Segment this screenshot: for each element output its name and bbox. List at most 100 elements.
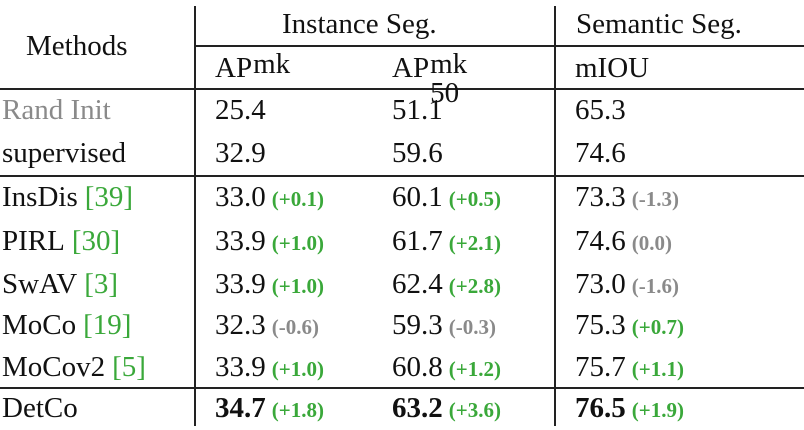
- subscript: 50: [430, 77, 460, 109]
- citation: [30]: [71, 225, 121, 257]
- method-name: MoCo [19]: [2, 311, 131, 340]
- cell: 25.4: [215, 96, 266, 125]
- cell: 59.6: [392, 139, 443, 168]
- delta: (+1.2): [448, 357, 501, 381]
- cell: 62.4 (+2.8): [392, 270, 501, 299]
- value: 33.9: [215, 268, 266, 300]
- script-stack: mk 50: [430, 50, 467, 108]
- citation: [19]: [83, 309, 132, 341]
- cell: 61.7 (+2.1): [392, 227, 501, 256]
- delta: (+1.0): [271, 357, 324, 381]
- value: 32.3: [215, 309, 266, 341]
- value: 33.9: [215, 351, 266, 383]
- method-name: MoCov2 [5]: [2, 353, 146, 382]
- cell: 51.1: [392, 96, 443, 125]
- cell: 74.6: [575, 139, 626, 168]
- column-rule: [194, 6, 196, 426]
- method-name: SwAV [3]: [2, 270, 118, 299]
- value: 51.1: [392, 94, 443, 126]
- cell: 60.8 (+1.2): [392, 353, 501, 382]
- column-base: mIOU: [575, 52, 650, 84]
- value: 34.7: [215, 392, 266, 424]
- value: 33.9: [215, 225, 266, 257]
- cell: 32.9: [215, 139, 266, 168]
- delta: (+1.8): [271, 398, 324, 422]
- group-header: Instance Seg.: [282, 8, 437, 40]
- column-rule: [554, 6, 556, 426]
- method-name: supervised: [2, 139, 126, 168]
- method: MoCo: [2, 309, 77, 341]
- method: DetCo: [2, 392, 78, 424]
- value: 62.4: [392, 268, 443, 300]
- delta: (+1.0): [271, 231, 324, 255]
- method-name: DetCo: [2, 394, 78, 423]
- citation: [5]: [112, 351, 146, 383]
- delta: (+2.1): [448, 231, 501, 255]
- method-name: PIRL [30]: [2, 227, 120, 256]
- value: 32.9: [215, 137, 266, 169]
- value: 76.5: [575, 392, 626, 424]
- cell: 73.0 (-1.6): [575, 270, 679, 299]
- cell: 76.5 (+1.9): [575, 394, 684, 423]
- value: 73.3: [575, 181, 626, 213]
- method: PIRL: [2, 225, 65, 257]
- cell: 33.9 (+1.0): [215, 227, 324, 256]
- value: 60.8: [392, 351, 443, 383]
- value: 74.6: [575, 225, 626, 257]
- cell: 32.3 (-0.6): [215, 311, 319, 340]
- value: 60.1: [392, 181, 443, 213]
- method: Rand Init: [2, 94, 111, 126]
- delta: (+1.0): [271, 274, 324, 298]
- method: SwAV: [2, 268, 78, 300]
- superscript: mk: [430, 48, 468, 80]
- cell: 63.2 (+3.6): [392, 394, 501, 423]
- cell: 75.3 (+0.7): [575, 311, 684, 340]
- column-header: AP mk 50: [392, 50, 467, 112]
- superscript: mk: [253, 48, 291, 80]
- citation: [3]: [84, 268, 119, 300]
- cell: 65.3: [575, 96, 626, 125]
- value: 33.0: [215, 181, 266, 213]
- delta: (+0.5): [448, 187, 501, 211]
- methods-header: Methods: [26, 30, 128, 62]
- cell: 75.7 (+1.1): [575, 353, 684, 382]
- delta: (0.0): [631, 231, 672, 255]
- cell: 74.6 (0.0): [575, 227, 672, 256]
- column-header: mIOU: [575, 54, 649, 83]
- delta: (+0.7): [631, 315, 684, 339]
- delta: (-1.6): [631, 274, 679, 298]
- delta: (-0.3): [448, 315, 496, 339]
- value: 75.3: [575, 309, 626, 341]
- value: 63.2: [392, 392, 443, 424]
- delta: (+1.1): [631, 357, 684, 381]
- value: 75.7: [575, 351, 626, 383]
- value: 73.0: [575, 268, 626, 300]
- script-stack: mk: [253, 50, 290, 79]
- delta: (+3.6): [448, 398, 501, 422]
- delta: (+0.1): [271, 187, 324, 211]
- column-header: AP mk: [215, 50, 290, 83]
- cell: 33.9 (+1.0): [215, 353, 324, 382]
- delta: (+2.8): [448, 274, 501, 298]
- delta: (+1.9): [631, 398, 684, 422]
- column-base: AP: [392, 52, 430, 84]
- section-rule: [0, 175, 804, 177]
- cell: 59.3 (-0.3): [392, 311, 496, 340]
- method: MoCov2: [2, 351, 106, 383]
- value: 59.3: [392, 309, 443, 341]
- section-rule: [0, 387, 804, 389]
- value: 74.6: [575, 137, 626, 169]
- group-rule: [194, 45, 804, 47]
- citation: [39]: [84, 181, 134, 213]
- value: 61.7: [392, 225, 443, 257]
- method: supervised: [2, 137, 127, 169]
- cell: 33.0 (+0.1): [215, 183, 324, 212]
- header-rule: [0, 88, 804, 90]
- value: 65.3: [575, 94, 626, 126]
- value: 59.6: [392, 137, 443, 169]
- cell: 60.1 (+0.5): [392, 183, 501, 212]
- cell: 73.3 (-1.3): [575, 183, 679, 212]
- method-name: Rand Init: [2, 96, 111, 125]
- delta: (-0.6): [271, 315, 319, 339]
